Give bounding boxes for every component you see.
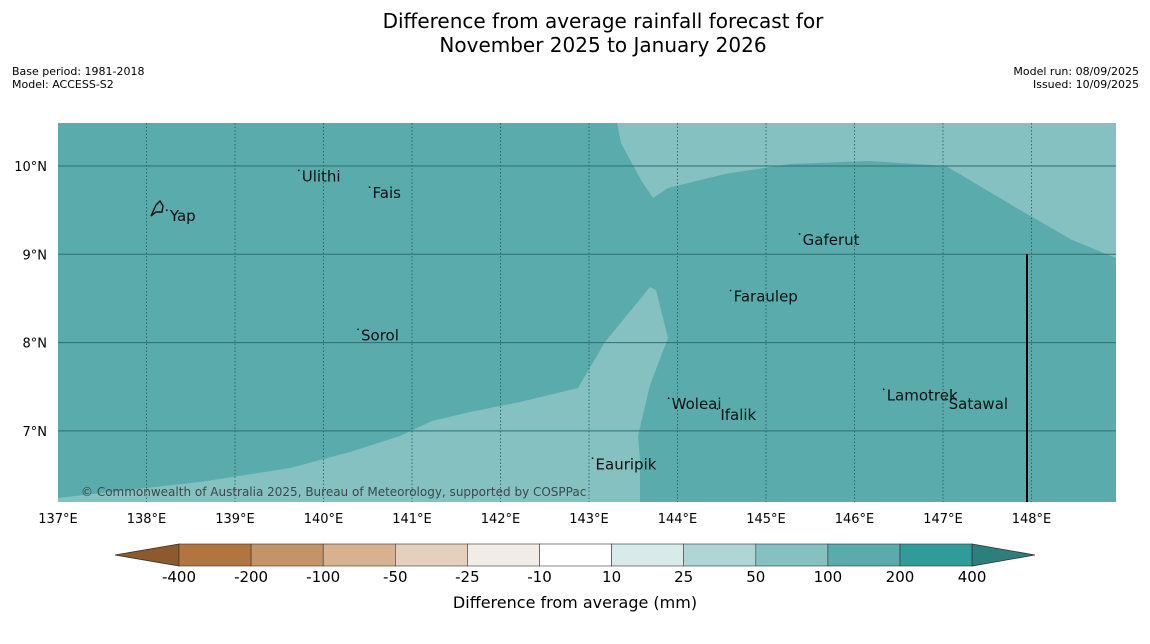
- colorbar-segment: [539, 543, 612, 567]
- lon-tick-label: 147°E: [923, 512, 963, 527]
- model-run-text: Model run: 08/09/2025: [1013, 65, 1139, 78]
- place-marker: [165, 209, 168, 212]
- base-period-text: Base period: 1981-2018: [12, 65, 145, 78]
- place-label: Faraulep: [734, 288, 798, 306]
- colorbar-segment: [755, 543, 829, 567]
- colorbar-tick-label: -100: [306, 568, 340, 586]
- title-line-2: November 2025 to January 2026: [439, 33, 767, 57]
- meta-right: Model run: 08/09/2025 Issued: 10/09/2025: [1013, 65, 1139, 91]
- colorbar-segment: [467, 543, 540, 567]
- lat-tick-label: 7°N: [23, 425, 48, 440]
- colorbar-segment: [611, 543, 684, 567]
- lon-tick-label: 148°E: [1012, 512, 1052, 527]
- colorbar-tick-label: 400: [958, 568, 987, 586]
- place-labels: Yap Ulithi Fais Gaferut Faraulep Sorol WoleaiI…: [165, 167, 1008, 473]
- place-marker: [591, 457, 594, 460]
- place-marker: [882, 388, 885, 391]
- colorbar-segment: [394, 543, 468, 567]
- title-line-1: Difference from average rainfall forecas…: [382, 9, 824, 33]
- lon-tick-label: 141°E: [392, 512, 432, 527]
- place-marker: [297, 169, 300, 172]
- map-title: Difference from average rainfall forecas…: [0, 9, 1150, 57]
- place-label: Sorol: [361, 326, 399, 344]
- colorbar-tick-label: -200: [234, 568, 268, 586]
- colorbar-tick-label: 25: [674, 568, 693, 586]
- lat-tick-label: 10°N: [14, 160, 47, 175]
- place-marker: [716, 407, 719, 410]
- place-marker: [729, 289, 732, 292]
- place-marker: [368, 186, 371, 189]
- colorbar-segment: [250, 543, 324, 567]
- lon-tick-label: 140°E: [304, 512, 344, 527]
- colorbar-tick-label: -25: [455, 568, 480, 586]
- place-label: Satawal: [949, 395, 1008, 413]
- colorbar-tick-label: 200: [886, 568, 915, 586]
- lat-tick-label: 8°N: [23, 337, 48, 352]
- yap-island-outline: [150, 199, 164, 217]
- place-marker: [944, 397, 947, 400]
- colorbar-segment: [899, 543, 973, 567]
- colorbar-tick-label: 10: [602, 568, 621, 586]
- colorbar-segment: [683, 543, 757, 567]
- place-marker: [357, 328, 359, 331]
- colorbar-segment: [827, 543, 901, 567]
- place-label: Eauripik: [596, 455, 657, 473]
- meta-left: Base period: 1981-2018 Model: ACCESS-S2: [12, 65, 144, 91]
- issued-text: Issued: 10/09/2025: [1032, 78, 1139, 91]
- place-label: Yap: [169, 207, 196, 225]
- colorbar-extend-left: [114, 543, 180, 567]
- colorbar-segment: [322, 543, 396, 567]
- place-label: Woleai: [672, 395, 722, 413]
- colorbar-tick-label: 100: [814, 568, 843, 586]
- place-marker: [798, 233, 801, 235]
- colorbar-segment: [178, 543, 252, 567]
- colorbar-extend-right: [971, 543, 1036, 567]
- place-label: Gaferut: [803, 231, 860, 249]
- model-text: Model: ACCESS-S2: [12, 78, 114, 91]
- lat-tick-label: 9°N: [23, 248, 48, 263]
- colorbar-tick-label: -400: [162, 568, 196, 586]
- copyright-text: © Commonwealth of Australia 2025, Bureau…: [81, 485, 586, 499]
- lon-tick-label: 144°E: [658, 512, 698, 527]
- place-label: Fais: [373, 184, 402, 202]
- colorbar-tick-label: -50: [383, 568, 408, 586]
- colorbar: -400 -200 -100 -50 -25 -10 10 25 50 100 200 400: [114, 543, 1036, 586]
- lon-tick-label: 145°E: [746, 512, 786, 527]
- lon-tick-label: 142°E: [481, 512, 521, 527]
- colorbar-tick-label: -10: [527, 568, 552, 586]
- graticule: [58, 123, 1116, 502]
- axis-labels: 137°E 138°E 139°E 140°E 141°E 142°E 143°E 144°E…: [14, 160, 1051, 527]
- lon-tick-label: 143°E: [569, 512, 609, 527]
- lon-tick-label: 139°E: [215, 512, 255, 527]
- place-label: Ulithi: [302, 167, 341, 185]
- lon-tick-label: 138°E: [127, 512, 167, 527]
- lon-tick-label: 146°E: [835, 512, 875, 527]
- anomaly-region-north: [617, 123, 1116, 258]
- place-label: Ifalik: [720, 406, 756, 424]
- colorbar-tick-label: 50: [746, 568, 765, 586]
- anomaly-region-south: [58, 287, 668, 502]
- place-marker: [667, 397, 670, 400]
- place-label: Lamotrek: [887, 386, 958, 404]
- colorbar-label: Difference from average (mm): [452, 593, 698, 612]
- lon-tick-label: 137°E: [38, 512, 78, 527]
